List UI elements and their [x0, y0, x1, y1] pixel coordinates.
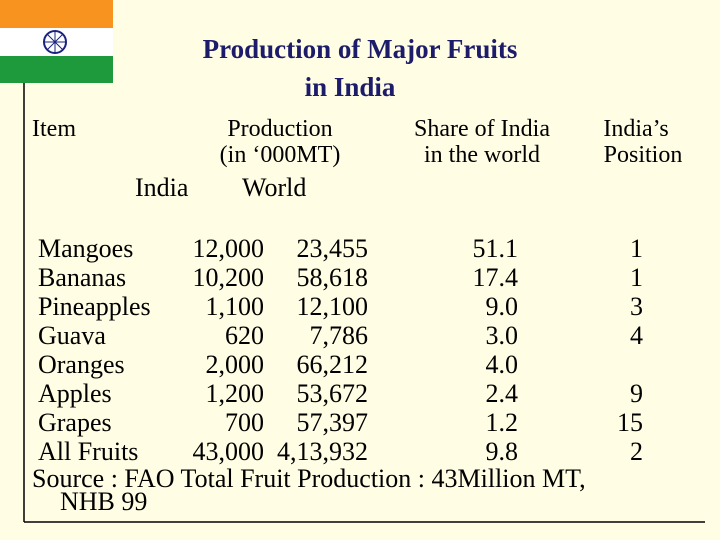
header-world: World	[242, 173, 307, 202]
row-india: 620	[225, 321, 264, 350]
row-india: 43,000	[192, 437, 265, 466]
row-position: 2	[630, 437, 643, 466]
header-india: India	[135, 173, 189, 202]
row-item: Oranges	[38, 350, 125, 379]
row-item: Mangoes	[38, 234, 134, 263]
row-share: 3.0	[485, 321, 519, 350]
header-share: Share of India	[414, 116, 550, 142]
row-position: 9	[630, 379, 643, 408]
row-position: 3	[630, 292, 643, 321]
row-india: 2,000	[205, 350, 265, 379]
row-item: Bananas	[38, 263, 127, 292]
row-world: 4,13,932	[277, 437, 368, 466]
header-position: India’s	[603, 116, 669, 142]
header-share: in the world	[424, 142, 540, 168]
row-world: 66,212	[296, 350, 369, 379]
row-india: 700	[225, 408, 264, 437]
row-share: 51.1	[472, 234, 519, 263]
row-india: 12,000	[192, 234, 265, 263]
row-world: 53,672	[296, 379, 369, 408]
row-share: 2.4	[485, 379, 519, 408]
row-item: Grapes	[38, 408, 112, 437]
row-position: 15	[617, 408, 643, 437]
row-india: 1,200	[205, 379, 265, 408]
header-production: (in ‘000MT)	[219, 142, 341, 168]
flag-green	[0, 56, 113, 83]
row-share: 9.8	[485, 437, 519, 466]
source: Source : FAO Total Fruit Production : 43…	[32, 464, 586, 493]
row-world: 58,618	[296, 263, 369, 292]
title: Production of Major Fruits	[202, 34, 518, 64]
row-item: Pineapples	[38, 292, 151, 321]
source: NHB 99	[60, 487, 148, 516]
title: in India	[304, 72, 396, 102]
header-item: Item	[32, 116, 76, 142]
row-world: 12,100	[296, 292, 369, 321]
row-item: All Fruits	[38, 437, 139, 466]
row-position: 1	[630, 263, 643, 292]
chakra-spokes	[44, 31, 66, 53]
row-share: 17.4	[472, 263, 519, 292]
row-share: 1.2	[485, 408, 519, 437]
row-share: 9.0	[485, 292, 519, 321]
row-india: 1,100	[205, 292, 265, 321]
row-position: 4	[630, 321, 643, 350]
row-item: Apples	[38, 379, 112, 408]
row-item: Guava	[38, 321, 106, 350]
row-position: 1	[630, 234, 643, 263]
flag-saffron	[0, 0, 113, 28]
row-share: 4.0	[485, 350, 519, 379]
header-position: Position	[603, 142, 683, 168]
header-production: Production	[227, 116, 333, 142]
row-world: 23,455	[296, 234, 369, 263]
row-india: 10,200	[192, 263, 265, 292]
row-world: 57,397	[296, 408, 369, 437]
row-world: 7,786	[309, 321, 369, 350]
